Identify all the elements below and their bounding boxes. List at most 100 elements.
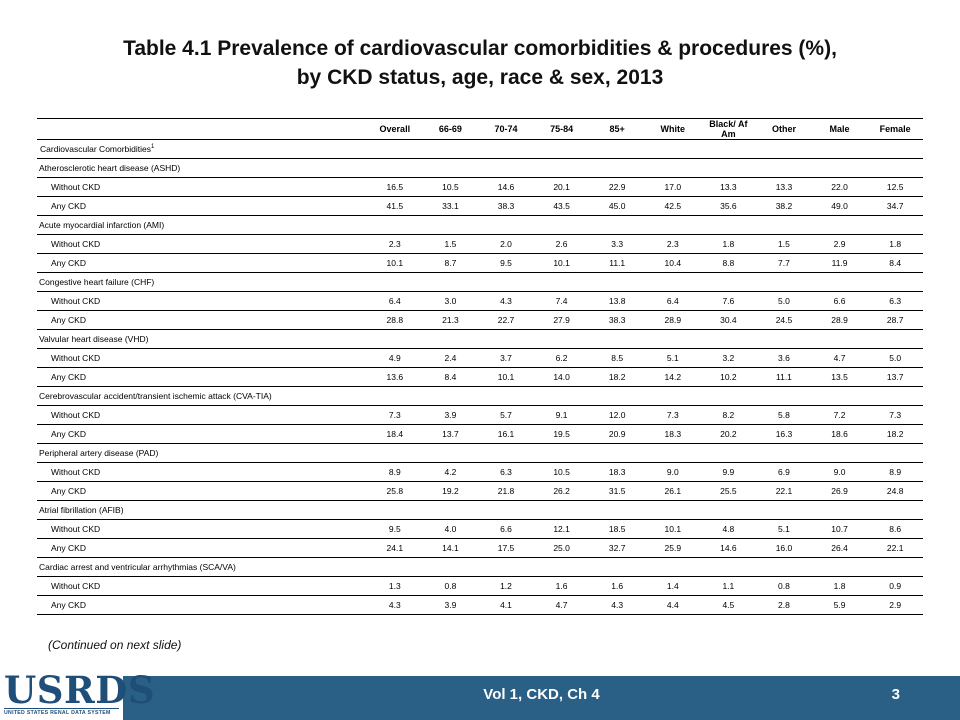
slide-title: Table 4.1 Prevalence of cardiovascular c… <box>0 34 960 92</box>
value-cell: 13.3 <box>756 177 812 197</box>
value-cell: 22.0 <box>811 177 868 197</box>
page-number: 3 <box>891 686 900 703</box>
column-header: Female <box>867 118 923 140</box>
column-header: Black/ Af Am <box>700 118 757 140</box>
value-cell: 8.4 <box>422 367 479 387</box>
value-cell: 13.7 <box>422 424 479 444</box>
value-cell: 7.4 <box>533 291 590 311</box>
value-cell: 5.8 <box>756 405 812 425</box>
value-cell: 3.9 <box>422 595 479 615</box>
value-cell: 9.5 <box>367 519 423 539</box>
value-cell: 45.0 <box>589 196 645 216</box>
value-cell: 6.6 <box>478 519 534 539</box>
row-label: Without CKD <box>37 576 368 596</box>
value-cell: 10.1 <box>367 253 423 273</box>
value-cell: 3.6 <box>756 348 812 368</box>
value-cell: 10.5 <box>533 462 590 482</box>
value-cell: 33.1 <box>422 196 479 216</box>
value-cell: 1.3 <box>367 576 423 596</box>
value-cell: 14.2 <box>644 367 701 387</box>
value-cell: 9.0 <box>811 462 868 482</box>
value-cell: 1.6 <box>589 576 645 596</box>
prevalence-table-container: Overall 66-69 70-74 75-84 85+ White Blac… <box>37 118 923 615</box>
value-cell: 1.6 <box>533 576 590 596</box>
value-cell: 16.3 <box>756 424 812 444</box>
value-cell: 2.9 <box>867 595 923 615</box>
value-cell: 2.9 <box>811 234 868 254</box>
category-label: Cardiovascular Comorbidities <box>40 144 152 154</box>
value-cell: 18.4 <box>367 424 423 444</box>
value-cell: 1.5 <box>422 234 479 254</box>
value-cell: 12.5 <box>867 177 923 197</box>
prevalence-table: Overall 66-69 70-74 75-84 85+ White Blac… <box>37 118 923 615</box>
row-label: Without CKD <box>37 348 368 368</box>
row-label: Any CKD <box>37 424 368 444</box>
section-row: Cerebrovascular accident/transient ische… <box>37 386 923 406</box>
section-row: Congestive heart failure (CHF) <box>37 272 923 292</box>
section-label: Acute myocardial infarction (AMI) <box>37 215 923 235</box>
value-cell: 10.1 <box>478 367 534 387</box>
value-cell: 4.2 <box>422 462 479 482</box>
value-cell: 6.4 <box>644 291 701 311</box>
value-cell: 0.9 <box>867 576 923 596</box>
table-row: Without CKD 16.5 10.5 14.6 20.1 22.9 17.0 13.3 1… <box>37 177 923 197</box>
value-cell: 6.3 <box>478 462 534 482</box>
table-row: Without CKD 9.5 4.0 6.6 12.1 18.5 10.1 4.8 5.1 10… <box>37 519 923 539</box>
table-row: Any CKD 25.8 19.2 21.8 26.2 31.5 26.1 25.5 22.1 2… <box>37 481 923 501</box>
value-cell: 26.4 <box>811 538 868 558</box>
value-cell: 6.4 <box>367 291 423 311</box>
value-cell: 8.7 <box>422 253 479 273</box>
value-cell: 17.0 <box>644 177 701 197</box>
value-cell: 28.9 <box>644 310 701 330</box>
value-cell: 25.8 <box>367 481 423 501</box>
value-cell: 38.3 <box>589 310 645 330</box>
value-cell: 8.4 <box>867 253 923 273</box>
value-cell: 4.3 <box>589 595 645 615</box>
value-cell: 3.2 <box>700 348 757 368</box>
value-cell: 38.3 <box>478 196 534 216</box>
table-row: Without CKD 8.9 4.2 6.3 10.5 18.3 9.0 9.9 6.9 9.0… <box>37 462 923 482</box>
row-label: Any CKD <box>37 595 368 615</box>
value-cell: 4.4 <box>644 595 701 615</box>
table-row: Any CKD 24.1 14.1 17.5 25.0 32.7 25.9 14.6 16.0 2… <box>37 538 923 558</box>
column-header: 66-69 <box>422 118 479 140</box>
value-cell: 1.5 <box>756 234 812 254</box>
value-cell: 1.1 <box>700 576 757 596</box>
value-cell: 31.5 <box>589 481 645 501</box>
value-cell: 1.8 <box>700 234 757 254</box>
column-header: 70-74 <box>478 118 534 140</box>
value-cell: 38.2 <box>756 196 812 216</box>
section-label: Cerebrovascular accident/transient ische… <box>37 386 923 406</box>
value-cell: 4.7 <box>533 595 590 615</box>
row-label: Any CKD <box>37 481 368 501</box>
value-cell: 3.0 <box>422 291 479 311</box>
table-row: Any CKD 4.3 3.9 4.1 4.7 4.3 4.4 4.5 2.8 5.9 2.9 <box>37 595 923 615</box>
section-label: Valvular heart disease (VHD) <box>37 329 923 349</box>
value-cell: 12.0 <box>589 405 645 425</box>
value-cell: 7.7 <box>756 253 812 273</box>
value-cell: 10.7 <box>811 519 868 539</box>
category-label-cell: Cardiovascular Comorbidities1 <box>37 139 923 159</box>
value-cell: 9.9 <box>700 462 757 482</box>
value-cell: 1.4 <box>644 576 701 596</box>
table-row: Without CKD 6.4 3.0 4.3 7.4 13.8 6.4 7.6 5.0 6.6 6… <box>37 291 923 311</box>
value-cell: 13.7 <box>867 367 923 387</box>
value-cell: 7.3 <box>367 405 423 425</box>
logo-wordmark: USRDS <box>4 668 156 712</box>
value-cell: 2.3 <box>644 234 701 254</box>
usrds-logo: USRDS UNITED STATES RENAL DATA SYSTEM <box>0 668 155 720</box>
value-cell: 4.0 <box>422 519 479 539</box>
table-row: Any CKD 13.6 8.4 10.1 14.0 18.2 14.2 10.2 11.1 13… <box>37 367 923 387</box>
value-cell: 5.0 <box>756 291 812 311</box>
value-cell: 14.1 <box>422 538 479 558</box>
section-row: Acute myocardial infarction (AMI) <box>37 215 923 235</box>
value-cell: 1.8 <box>811 576 868 596</box>
value-cell: 9.1 <box>533 405 590 425</box>
column-header: Male <box>811 118 868 140</box>
category-row: Cardiovascular Comorbidities1 <box>37 139 923 159</box>
value-cell: 2.4 <box>422 348 479 368</box>
row-label: Without CKD <box>37 405 368 425</box>
section-row: Peripheral artery disease (PAD) <box>37 443 923 463</box>
section-label: Atherosclerotic heart disease (ASHD) <box>37 158 923 178</box>
table-row: Any CKD 18.4 13.7 16.1 19.5 20.9 18.3 20.2 16.3 1… <box>37 424 923 444</box>
